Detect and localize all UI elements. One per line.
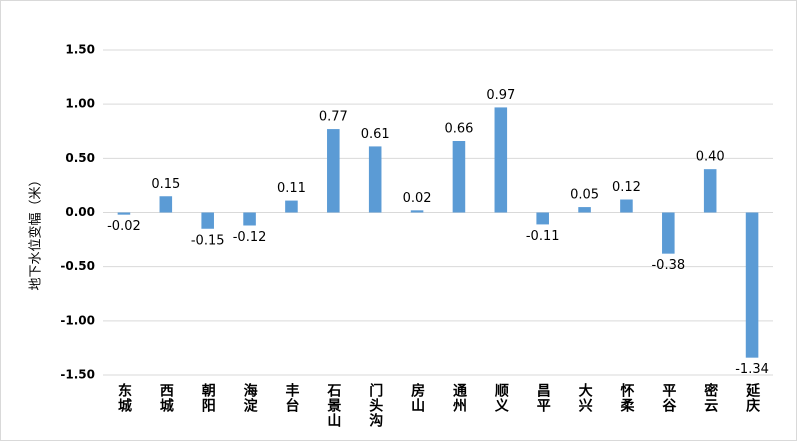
bar [536,212,549,225]
bar [703,169,717,213]
bar [662,212,675,254]
bar [368,146,382,213]
value-label: 0.11 [277,181,306,196]
x-tick-label: 西城 [158,383,174,413]
bar [745,212,759,358]
x-tick-label: 门头沟 [367,382,383,428]
bar [410,210,424,213]
y-axis-label: 地下水位变幅（米） [28,173,44,290]
value-label: 0.02 [403,191,432,206]
x-tick-label: 东城 [116,382,132,413]
x-tick-label: 顺义 [493,383,509,413]
x-tick-label: 昌平 [535,383,551,413]
y-tick-label: 0.00 [65,205,95,219]
value-label: 0.66 [444,122,473,137]
bar [243,212,256,226]
value-label: 0.40 [696,150,725,165]
bar [159,196,173,213]
value-label: 0.05 [570,188,599,203]
bar [285,200,298,213]
value-label: 0.61 [361,127,390,142]
x-tick-label: 平谷 [660,383,676,413]
y-tick-label: -0.50 [60,259,95,273]
value-label: 0.15 [151,177,180,192]
value-label: -0.15 [191,233,225,248]
value-label: -0.02 [107,219,141,234]
x-tick-label: 海淀 [242,382,258,413]
x-tick-label: 大兴 [577,382,593,413]
y-tick-label: -1.50 [60,368,95,382]
bar [620,199,633,213]
y-tick-label: -1.00 [60,313,95,327]
bar [201,212,214,229]
x-tick-label: 石景山 [325,383,342,428]
x-tick-label: 密云 [702,382,719,413]
x-tick-label: 房山 [409,382,425,413]
bar [327,129,340,213]
value-label: 0.77 [319,110,348,125]
x-tick-label: 朝阳 [200,382,216,413]
x-tick-label: 怀柔 [618,382,635,413]
y-tick-label: 0.50 [65,151,95,165]
bar [117,212,131,215]
x-tick-label: 延庆 [744,382,761,413]
value-label: 0.97 [486,88,515,103]
x-tick-label: 丰台 [283,382,299,413]
x-tick-label: 通州 [451,383,468,413]
bar [578,207,591,213]
value-label: -0.11 [526,229,560,244]
y-tick-label: 1.00 [65,97,95,111]
value-label: 0.12 [612,180,641,195]
value-label: -0.38 [651,258,685,273]
bar [452,141,466,213]
bar [494,107,508,213]
value-label: -0.12 [233,230,267,245]
y-tick-label: 1.50 [65,43,95,57]
value-label: -1.34 [735,362,769,377]
